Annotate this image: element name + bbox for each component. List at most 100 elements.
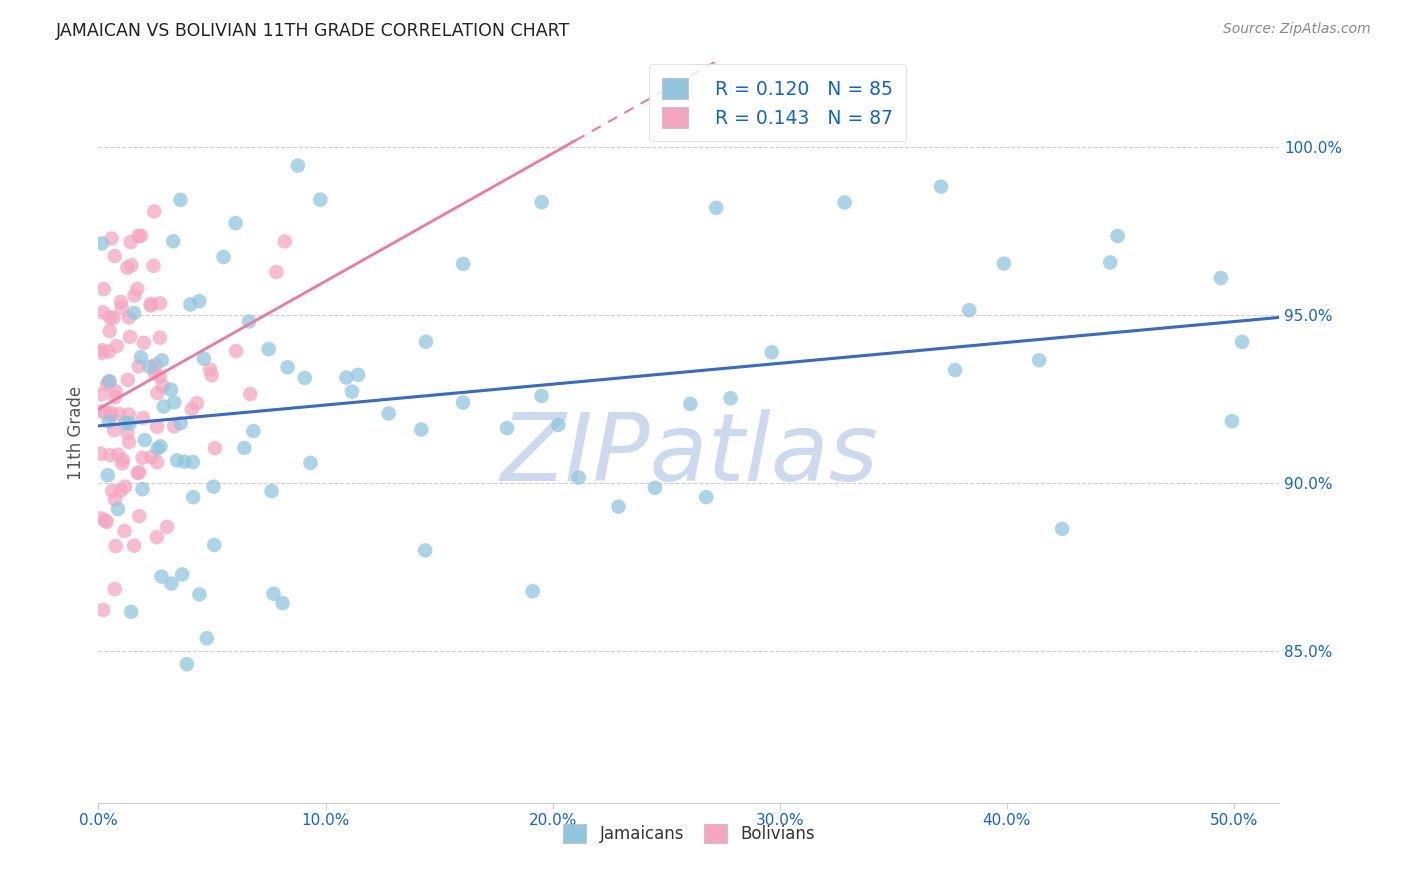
Text: JAMAICAN VS BOLIVIAN 11TH GRADE CORRELATION CHART: JAMAICAN VS BOLIVIAN 11TH GRADE CORRELAT…: [56, 22, 571, 40]
Point: [142, 259, 165, 273]
Point: [97, 468, 120, 483]
Point: [104, 249, 127, 263]
Point: [120, 605, 142, 619]
Point: [179, 297, 201, 311]
Point: [134, 433, 156, 447]
Point: [277, 360, 299, 375]
Point: [114, 524, 136, 538]
Point: [139, 359, 162, 374]
Point: [242, 424, 264, 438]
Point: [146, 386, 169, 401]
Point: [530, 195, 553, 210]
Point: [163, 395, 186, 409]
Point: [104, 384, 127, 399]
Point: [188, 294, 211, 309]
Point: [169, 416, 191, 430]
Point: [103, 310, 125, 325]
Point: [111, 453, 134, 467]
Point: [98, 324, 121, 338]
Point: [720, 391, 742, 405]
Point: [152, 379, 174, 393]
Point: [98, 374, 121, 388]
Point: [105, 339, 128, 353]
Point: [547, 417, 569, 432]
Point: [993, 256, 1015, 270]
Point: [110, 294, 132, 309]
Point: [100, 231, 122, 245]
Legend: Jamaicans, Bolivians: Jamaicans, Bolivians: [555, 817, 823, 850]
Point: [98, 310, 121, 325]
Point: [176, 657, 198, 672]
Point: [834, 195, 856, 210]
Point: [104, 539, 127, 553]
Point: [97, 414, 120, 428]
Point: [132, 335, 155, 350]
Point: [118, 435, 141, 450]
Point: [139, 297, 162, 311]
Point: [139, 298, 162, 312]
Point: [94, 405, 117, 419]
Point: [129, 351, 152, 365]
Point: [166, 453, 188, 467]
Point: [202, 480, 225, 494]
Point: [204, 441, 226, 455]
Point: [90, 387, 112, 401]
Point: [96, 377, 118, 392]
Point: [1230, 334, 1253, 349]
Point: [172, 567, 194, 582]
Point: [309, 193, 332, 207]
Point: [120, 258, 142, 272]
Point: [149, 331, 172, 345]
Point: [91, 305, 114, 319]
Point: [143, 204, 166, 219]
Point: [110, 483, 132, 498]
Point: [201, 368, 224, 383]
Point: [198, 362, 221, 376]
Point: [131, 450, 153, 465]
Point: [156, 520, 179, 534]
Point: [257, 342, 280, 356]
Point: [114, 480, 136, 494]
Point: [117, 373, 139, 387]
Point: [274, 235, 297, 249]
Point: [704, 201, 727, 215]
Point: [188, 587, 211, 601]
Point: [294, 371, 316, 385]
Point: [129, 228, 152, 243]
Point: [118, 416, 141, 430]
Point: [695, 490, 717, 504]
Point: [118, 408, 141, 422]
Point: [150, 569, 173, 583]
Point: [530, 389, 553, 403]
Point: [377, 407, 399, 421]
Point: [149, 296, 172, 310]
Point: [132, 411, 155, 425]
Point: [340, 384, 363, 399]
Point: [943, 363, 966, 377]
Point: [111, 301, 134, 315]
Point: [181, 455, 204, 469]
Point: [929, 179, 952, 194]
Point: [127, 282, 149, 296]
Y-axis label: 11th Grade: 11th Grade: [66, 385, 84, 480]
Point: [233, 441, 256, 455]
Point: [120, 235, 142, 249]
Point: [163, 419, 186, 434]
Point: [107, 448, 129, 462]
Point: [239, 387, 262, 401]
Point: [94, 514, 117, 528]
Point: [181, 490, 204, 504]
Point: [225, 343, 247, 358]
Point: [127, 466, 149, 480]
Point: [90, 447, 112, 461]
Point: [225, 216, 247, 230]
Point: [90, 236, 112, 251]
Point: [644, 481, 666, 495]
Point: [193, 351, 215, 366]
Point: [91, 603, 114, 617]
Point: [287, 159, 309, 173]
Point: [118, 330, 141, 344]
Point: [260, 484, 283, 499]
Point: [149, 369, 172, 384]
Point: [90, 404, 112, 418]
